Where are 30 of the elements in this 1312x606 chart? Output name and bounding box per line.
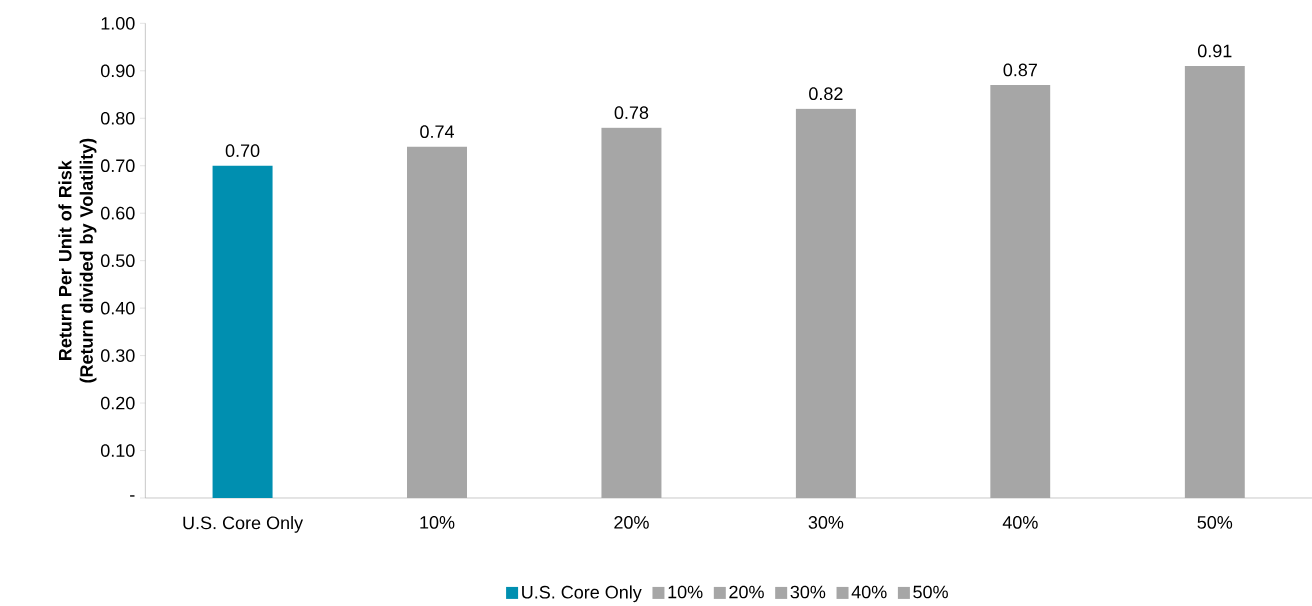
y-tick-label: 1.00 [101,16,135,30]
y-tick-label: 0.80 [100,111,135,125]
y-tick-label: 0.90 [100,64,135,78]
y-tick-label: 0.10 [100,444,135,457]
legend-label: 10% [668,585,703,599]
legend-label: 50% [913,585,948,599]
x-tick-label: 30% [808,516,844,529]
y-tick-label: 0.20 [100,396,135,410]
legend-label: 20% [729,585,764,599]
x-tick-label: 40% [1002,516,1038,529]
y-tick-label: 0.30 [100,349,135,362]
x-tick-label: U.S. Core Only [183,516,304,533]
y-tick-label: - [130,495,135,497]
data-label: 0.70 [225,144,260,158]
y-tick-label: 0.50 [100,254,135,268]
y-tick-label: 0.60 [100,206,135,220]
y-axis-title: Return Per Unit of Risk (Return divided by Volatility) [58,138,97,383]
data-label: 0.87 [1003,63,1037,77]
data-label: 0.78 [614,106,649,120]
x-tick-label: 20% [614,516,649,529]
x-tick-label: 10% [420,516,455,529]
data-label: 0.91 [1197,44,1232,58]
y-tick-label: 0.70 [100,159,135,173]
data-label: 0.74 [420,125,455,139]
legend-label: U.S. Core Only [522,585,642,603]
data-label: 0.82 [809,87,843,101]
y-tick-label: 0.40 [100,301,135,315]
legend-label: 30% [790,585,826,599]
legend-label: 40% [851,585,887,599]
x-tick-label: 50% [1197,516,1233,529]
